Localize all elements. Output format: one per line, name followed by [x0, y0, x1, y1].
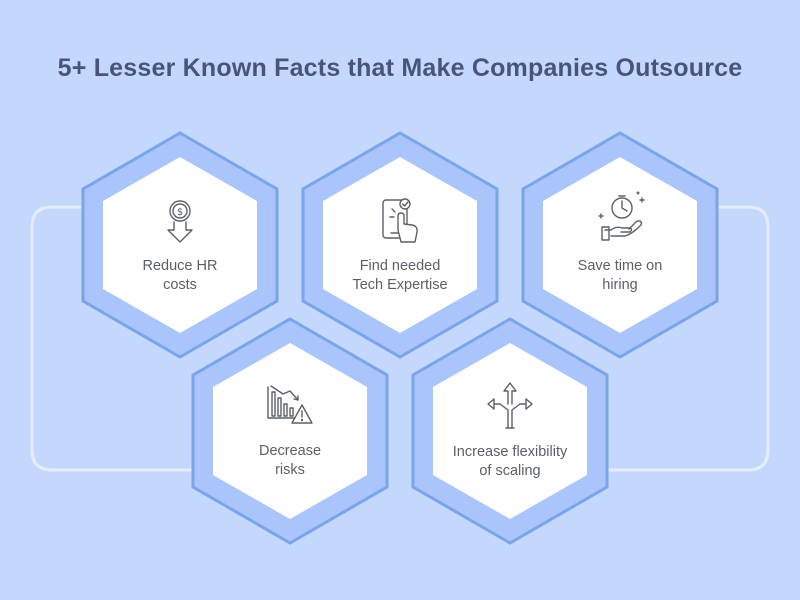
fact-label-5: Increase flexibility of scaling [430, 443, 590, 481]
fact-label-4: Decrease risks [215, 442, 365, 480]
hex-reduce-hr-costs [81, 131, 279, 359]
fact-label-4-line-1: Decrease [258, 443, 322, 459]
fact-label-4-line-2: risks [275, 462, 305, 478]
dollar-down-icon: $ [167, 200, 193, 243]
fact-label-2-line-1: Find needed [359, 258, 441, 274]
chart-warning-icon [267, 385, 313, 424]
hex-increase-flexibility [411, 317, 609, 545]
fact-label-1: Reduce HR costs [105, 257, 255, 295]
hex-find-tech-expertise [301, 131, 499, 359]
hex-save-time-hiring [521, 131, 719, 359]
fact-label-1-line-2: costs [163, 277, 197, 293]
svg-text:$: $ [177, 207, 183, 218]
fact-label-2: Find needed Tech Expertise [325, 257, 475, 295]
fact-label-5-line-2: of scaling [479, 463, 541, 479]
page-title: 5+ Lesser Known Facts that Make Companie… [57, 54, 743, 82]
connector-left [30, 205, 200, 472]
touch-tablet-icon [382, 198, 418, 243]
fact-label-2-line-2: Tech Expertise [352, 277, 448, 293]
fact-label-1-line-1: Reduce HR [142, 258, 218, 274]
fact-label-3-line-1: Save time on [577, 258, 663, 274]
clock-hand-icon [598, 191, 645, 241]
fact-label-5-line-1: Increase flexibility [452, 444, 568, 460]
fact-label-3-line-2: hiring [602, 277, 638, 293]
split-arrows-icon [487, 382, 533, 429]
connector-right [600, 205, 770, 472]
fact-label-3: Save time on hiring [545, 257, 695, 295]
hex-decrease-risks [191, 317, 389, 545]
